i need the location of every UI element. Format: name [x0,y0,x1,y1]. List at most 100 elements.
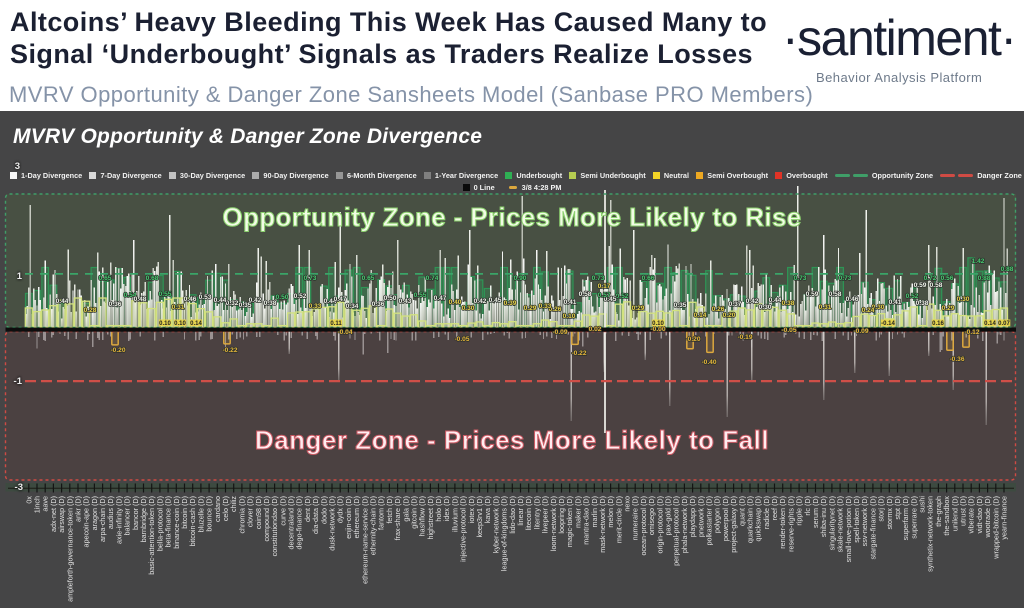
svg-text:coin98 (D): coin98 (D) [254,496,263,529]
svg-text:0.42: 0.42 [746,298,759,305]
svg-text:numeraire (D): numeraire (D) [631,496,640,540]
svg-text:project-galaxy (D): project-galaxy (D) [729,496,738,553]
svg-text:0.30: 0.30 [872,304,885,311]
svg-text:nexo: nexo [623,496,632,512]
svg-text:0.42: 0.42 [249,297,262,304]
svg-text:0.10: 0.10 [159,321,171,327]
svg-text:0.44: 0.44 [324,298,337,305]
svg-text:0.45: 0.45 [604,296,617,303]
svg-text:0.90: 0.90 [514,275,527,282]
svg-text:0.46: 0.46 [846,296,859,303]
svg-text:0.88: 0.88 [1001,266,1014,273]
svg-text:utrust (D): utrust (D) [959,496,968,526]
svg-text:0.16: 0.16 [932,321,944,327]
svg-text:radicle (D): radicle (D) [762,496,771,529]
svg-text:0.48: 0.48 [134,296,147,303]
svg-text:0.10: 0.10 [563,313,576,320]
svg-text:-0.22: -0.22 [222,347,237,354]
svg-text:0.53: 0.53 [199,294,212,301]
svg-text:0.29: 0.29 [632,305,645,312]
svg-text:0.47: 0.47 [434,295,447,302]
svg-text:0.10: 0.10 [652,321,664,327]
svg-text:injective-protocol (D): injective-protocol (D) [459,496,468,562]
svg-text:polkastarter (D): polkastarter (D) [705,496,714,546]
svg-text:0.30: 0.30 [957,296,970,303]
svg-text:-0.19: -0.19 [737,334,752,341]
svg-text:celo (D): celo (D) [221,496,230,521]
svg-text:0.73: 0.73 [839,275,852,282]
svg-text:0.07: 0.07 [998,321,1010,327]
svg-text:0.38: 0.38 [916,300,929,307]
svg-text:pnetwork (D): pnetwork (D) [696,496,705,537]
svg-text:-0.00: -0.00 [650,326,665,333]
svg-text:keep3rv1 (D): keep3rv1 (D) [475,496,484,538]
svg-text:airswap (D): airswap (D) [57,496,66,533]
svg-text:0.68: 0.68 [146,275,159,282]
svg-text:enjin-coin (D): enjin-coin (D) [344,496,353,539]
svg-text:0.74: 0.74 [426,275,439,282]
svg-text:curve (D): curve (D) [278,496,287,526]
svg-text:audius (D): audius (D) [106,496,115,529]
svg-text:0.35: 0.35 [239,302,252,309]
svg-text:0.28: 0.28 [84,307,97,314]
svg-text:dia-data (D): dia-data (D) [311,496,320,534]
svg-text:litentry (D): litentry (D) [532,496,541,529]
svg-text:sushi: sushi [918,496,927,513]
svg-text:league-of-kingdoms (D): league-of-kingdoms (D) [500,496,509,571]
svg-text:mask-network (D): mask-network (D) [598,496,607,553]
svg-text:-0.22: -0.22 [571,350,586,357]
svg-text:1.42: 1.42 [972,258,985,265]
svg-text:0.14: 0.14 [190,321,202,327]
svg-text:serum (D): serum (D) [811,496,820,528]
svg-text:0.44: 0.44 [214,297,227,304]
svg-text:rlc (D): rlc (D) [803,496,812,516]
svg-text:0.58: 0.58 [829,291,842,298]
svg-text:0.17: 0.17 [598,283,611,290]
svg-text:-0.09: -0.09 [853,328,868,335]
svg-text:0.59: 0.59 [914,282,927,289]
svg-text:ankr (D): ankr (D) [74,496,83,522]
svg-text:0.38: 0.38 [782,300,795,307]
svg-text:ocean-protocol (D): ocean-protocol (D) [639,496,648,556]
svg-text:holo (D): holo (D) [434,496,443,522]
svg-text:highstreet (D): highstreet (D) [426,496,435,540]
svg-text:0.55: 0.55 [159,291,172,298]
svg-text:aave: aave [41,496,50,512]
svg-text:0x: 0x [24,496,33,504]
svg-text:axie-infinity (D): axie-infinity (D) [114,496,123,544]
svg-text:adx-net (D): adx-net (D) [49,496,58,532]
svg-text:ampleforth-governance-token (D: ampleforth-governance-token (D) [65,496,74,602]
svg-text:quickswap (D): quickswap (D) [754,496,763,542]
svg-text:cardano: cardano [213,496,222,522]
svg-text:compound (D): compound (D) [262,496,271,542]
svg-text:dent (D): dent (D) [303,496,312,522]
svg-text:0.58: 0.58 [930,282,943,289]
svg-text:viberate (D): viberate (D) [967,496,976,534]
svg-text:render-token (D): render-token (D) [778,496,787,549]
svg-text:0.11: 0.11 [330,321,342,327]
svg-text:fantom (D): fantom (D) [377,496,386,530]
svg-text:quant (D): quant (D) [737,496,746,526]
svg-text:mantra-dao (D): mantra-dao (D) [582,496,591,545]
svg-text:decentraland (D): decentraland (D) [287,496,296,550]
svg-text:gitcoin (D): gitcoin (D) [410,496,419,529]
svg-text:litecoin (D): litecoin (D) [524,496,533,530]
svg-text:0.65: 0.65 [362,275,375,282]
svg-text:0.29: 0.29 [942,305,955,312]
svg-text:spell-token (D): spell-token (D) [852,496,861,543]
svg-text:beta-finance (D): beta-finance (D) [164,496,173,548]
svg-text:0.37: 0.37 [729,301,742,308]
svg-text:0.44: 0.44 [769,297,782,304]
svg-text:stormx (D): stormx (D) [885,496,894,530]
svg-text:binance-coin (D): binance-coin (D) [172,496,181,549]
svg-text:0.26: 0.26 [712,306,725,313]
svg-text:clover (D): clover (D) [246,496,255,527]
svg-text:marlin (D): marlin (D) [590,496,599,528]
svg-text:0.54: 0.54 [124,292,137,299]
svg-text:0.73: 0.73 [592,275,605,282]
svg-text:0.73: 0.73 [304,275,317,282]
svg-text:0.65: 0.65 [99,275,112,282]
svg-text:dodo (D): dodo (D) [319,496,328,524]
svg-text:constitutiondao (D): constitutiondao (D) [270,496,279,556]
svg-text:chiliz: chiliz [229,496,238,512]
